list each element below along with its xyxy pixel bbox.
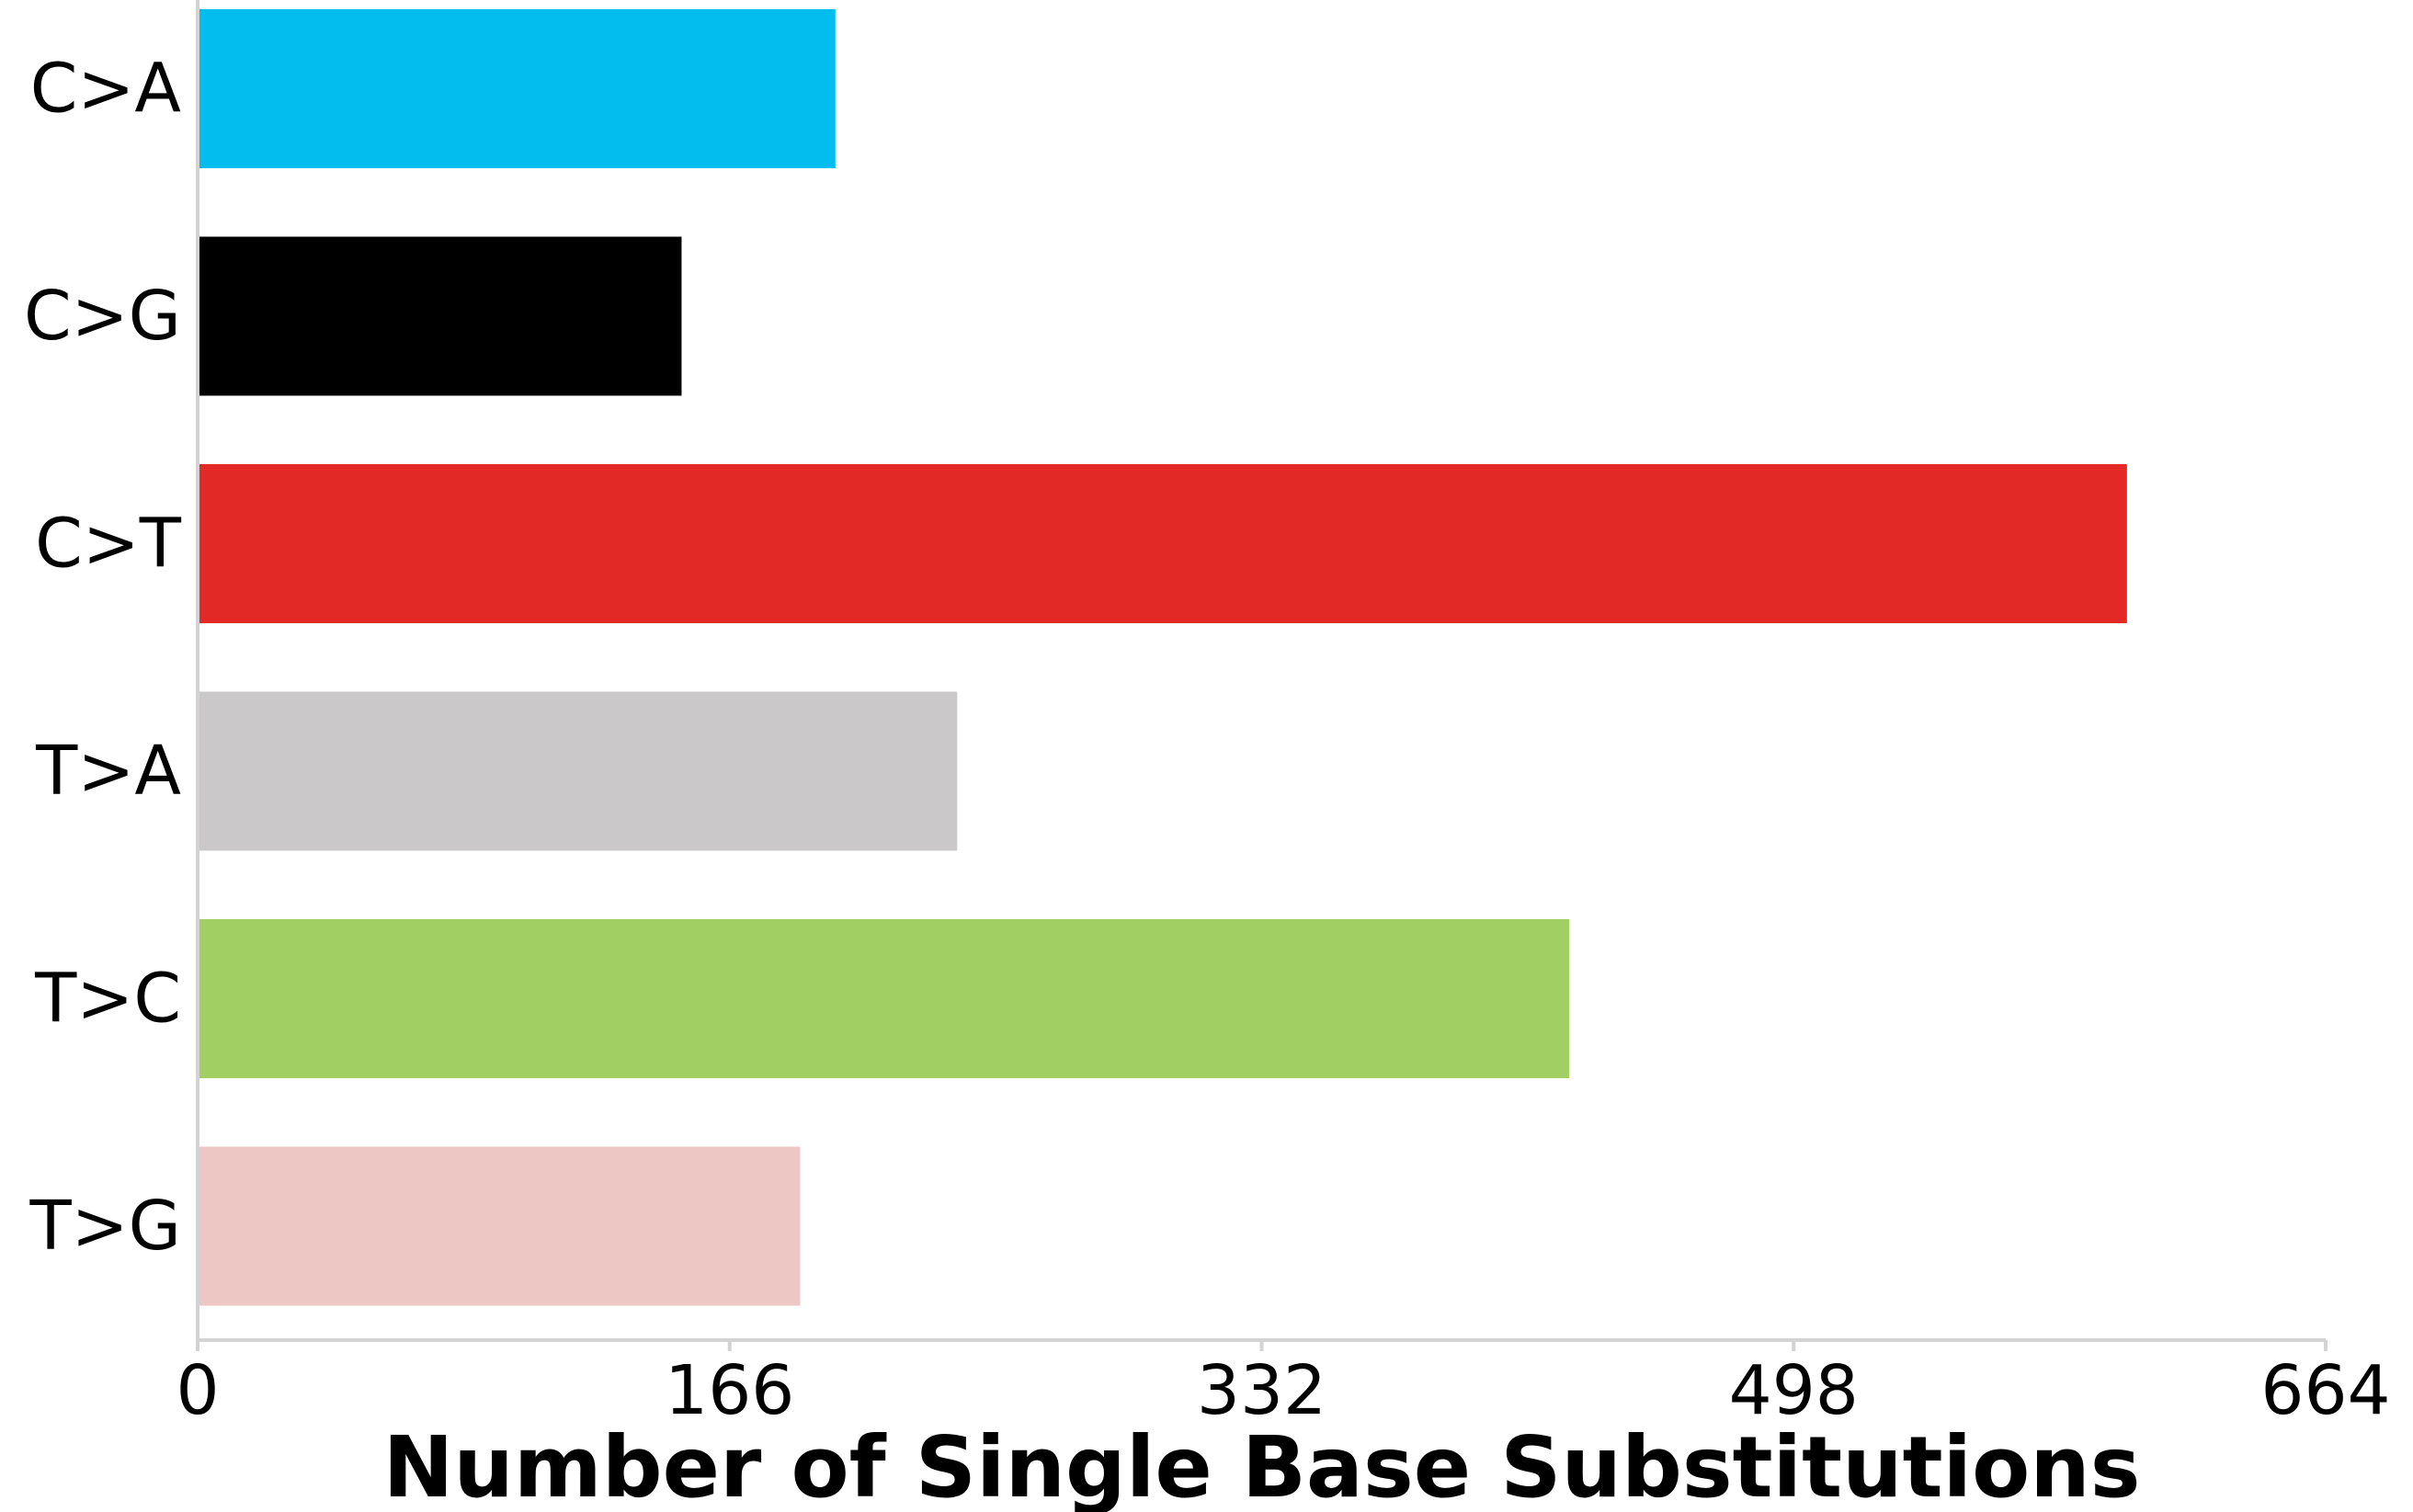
category-labels: C>A C>G C>T T>A T>C T>G bbox=[24, 50, 182, 1267]
category-label: T>C bbox=[34, 960, 181, 1039]
bar-t-to-c bbox=[198, 919, 1570, 1078]
x-axis-title: Number of Single Base Substitutions bbox=[382, 1418, 2140, 1512]
category-label: T>G bbox=[28, 1187, 181, 1266]
bar-c-to-t bbox=[198, 464, 2127, 623]
x-tick-label: 498 bbox=[1729, 1351, 1859, 1430]
x-tick-label: 664 bbox=[2260, 1351, 2390, 1430]
category-label: C>T bbox=[35, 505, 182, 584]
x-tick-label: 166 bbox=[665, 1351, 794, 1430]
category-label: T>A bbox=[35, 732, 181, 811]
x-tick-label: 332 bbox=[1197, 1351, 1326, 1430]
x-axis-ticks: 0 166 332 498 664 bbox=[176, 1340, 2391, 1430]
bar-c-to-g bbox=[198, 236, 682, 396]
bar-c-to-a bbox=[198, 9, 836, 168]
x-tick-label: 0 bbox=[176, 1351, 219, 1430]
category-label: C>G bbox=[24, 277, 181, 356]
category-label: C>A bbox=[30, 50, 182, 129]
bars-group bbox=[198, 9, 2127, 1306]
bar-t-to-g bbox=[198, 1146, 801, 1306]
bar-t-to-a bbox=[198, 691, 958, 851]
